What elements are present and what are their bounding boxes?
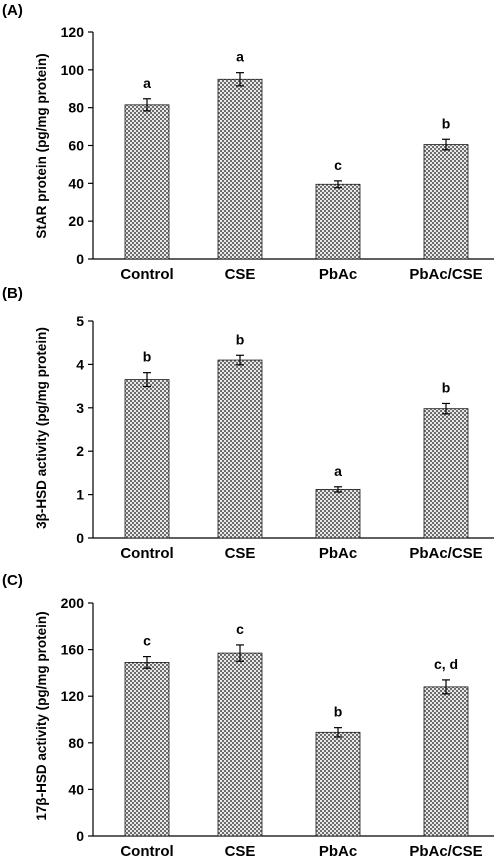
panel-b-y-axis-label: 3β-HSD activity (pg/mg protein)	[34, 327, 49, 529]
panel-c-significance-label: c, d	[434, 656, 458, 672]
panel-b-y-tick-label: 2	[76, 443, 84, 459]
panel-b-y-tick-label: 0	[76, 530, 84, 546]
panel-c-category-label: PbAc/CSE	[409, 843, 482, 860]
panel-a-y-tick-label: 20	[68, 213, 84, 229]
panel-b-category-label: PbAc	[319, 545, 357, 562]
panel-c-y-tick-label: 160	[61, 642, 85, 658]
panel-a-y-tick-label: 80	[68, 100, 84, 116]
panel-c-bar	[124, 662, 170, 837]
panel-a-y-tick-label: 60	[68, 138, 84, 154]
panel-c-plot: 0 40 80 120 160 200 c Control c CSE b PbAc c, d PbAc/…	[61, 595, 494, 860]
panel-b-bar	[217, 359, 263, 539]
panel-a-significance-label: a	[236, 49, 244, 65]
panel-c-y-tick-label: 0	[76, 828, 84, 844]
panel-a-y-tick-label: 120	[61, 24, 85, 40]
panel-a-bar	[315, 183, 361, 260]
panel-a-bar	[423, 144, 469, 260]
panel-b-bar	[124, 379, 170, 539]
panel-b-category-label: CSE	[225, 545, 256, 562]
panel-b-plot: 0 1 2 3 4 5 b Control b CSE a PbAc b PbAc/CSE	[76, 313, 494, 562]
panel-a-y-axis-label: StAR protein (pg/mg protein)	[34, 53, 49, 238]
panel-b-category-label: Control	[120, 545, 173, 562]
panel-c-category-label: PbAc	[319, 843, 357, 860]
panel-c: (C) 17β-HSD activity (pg/mg protein) 0 40…	[2, 572, 494, 860]
panel-a-significance-label: b	[442, 115, 451, 131]
panel-a-y-tick-label: 0	[76, 251, 84, 267]
panel-a-category-label: Control	[120, 266, 173, 283]
panel-a-bar	[217, 78, 263, 260]
panel-b-label: (B)	[2, 285, 23, 302]
panel-b-significance-label: b	[236, 331, 245, 347]
panel-c-y-tick-label: 120	[61, 688, 85, 704]
panel-b-significance-label: a	[334, 463, 342, 479]
panel-c-y-axis-label: 17β-HSD activity (pg/mg protein)	[34, 611, 49, 820]
panel-b-category-label: PbAc/CSE	[409, 545, 482, 562]
panel-b-significance-label: b	[442, 379, 451, 395]
panel-b-bar	[315, 488, 361, 539]
panel-c-significance-label: c	[143, 633, 151, 649]
panel-c-category-label: CSE	[225, 843, 256, 860]
panel-b-y-tick-label: 5	[76, 313, 84, 329]
panel-a-category-label: PbAc	[319, 266, 357, 283]
panel-c-y-tick-label: 80	[68, 735, 84, 751]
panel-b-y-tick-label: 1	[76, 487, 84, 503]
panel-a-y-tick-label: 100	[61, 62, 85, 78]
panel-c-y-tick-label: 200	[61, 595, 85, 611]
panel-a: (A) StAR protein (pg/mg protein) 0 20 40 60…	[2, 2, 494, 283]
panel-c-label: (C)	[2, 572, 23, 589]
panel-c-bar	[315, 731, 361, 837]
panel-a-category-label: CSE	[225, 266, 256, 283]
panel-a-category-label: PbAc/CSE	[409, 266, 482, 283]
panel-c-significance-label: c	[236, 621, 244, 637]
panel-a-significance-label: c	[334, 157, 342, 173]
panel-c-y-tick-label: 40	[68, 781, 84, 797]
panel-c-bar	[423, 686, 469, 837]
panel-b: (B) 3β-HSD activity (pg/mg protein) 0 1 2 3…	[2, 285, 494, 562]
panel-b-y-tick-label: 4	[76, 356, 84, 372]
panel-a-y-tick-label: 40	[68, 175, 84, 191]
panel-b-bar	[423, 408, 469, 539]
panel-a-plot: 0 20 40 60 80 100 120 a Control a CSE c PbAc b PbAc/CS…	[61, 24, 494, 283]
panel-a-label: (A)	[2, 2, 23, 19]
panel-b-y-tick-label: 3	[76, 400, 84, 416]
panel-a-bar	[124, 104, 170, 260]
panel-c-category-label: Control	[120, 843, 173, 860]
panel-a-significance-label: a	[143, 75, 151, 91]
panel-b-significance-label: b	[143, 349, 152, 365]
panel-c-significance-label: b	[334, 704, 343, 720]
panel-c-bar	[217, 652, 263, 837]
